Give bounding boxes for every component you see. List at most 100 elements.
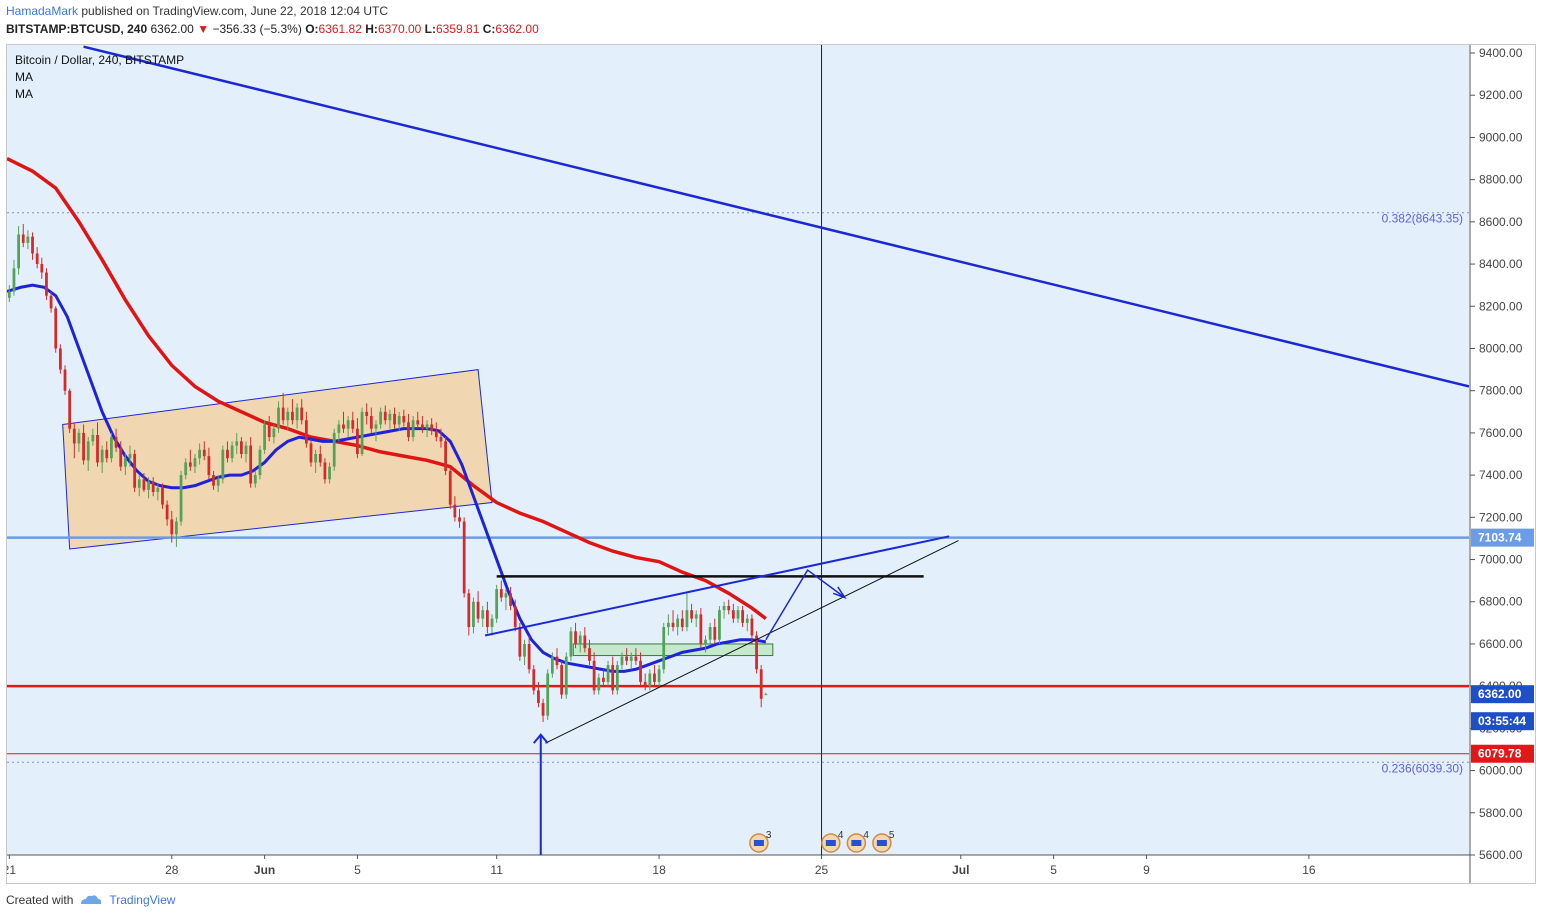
bottom-arrowhead: [533, 733, 549, 744]
candle-body: [119, 447, 123, 467]
candle-body: [657, 669, 661, 682]
candle-body: [666, 622, 670, 628]
candle-body: [555, 656, 559, 666]
candle-body: [235, 441, 239, 446]
candle-body: [212, 475, 215, 486]
price-tick-label: 8600.00: [1479, 215, 1523, 229]
candle-body: [676, 618, 680, 628]
time-tick-label: 11: [490, 863, 503, 877]
price-tick-label: 6800.00: [1479, 595, 1523, 609]
candle-body: [263, 424, 266, 450]
price-mark-box: [1471, 744, 1534, 763]
author-link[interactable]: HamadaMark: [6, 4, 79, 18]
candle-body: [161, 487, 164, 505]
candle-body: [537, 690, 540, 704]
candle-body: [499, 589, 503, 598]
candle-body: [481, 610, 485, 619]
open-label: O:: [305, 22, 319, 36]
time-tick-label: 16: [1302, 863, 1316, 877]
candle-body: [45, 272, 48, 296]
event-flag-stripe: [876, 840, 887, 846]
symbol-label: BITSTAMP:BTCUSD, 240: [6, 22, 148, 36]
chart-frame[interactable]: 5600.005800.006000.006200.006400.006600.…: [6, 44, 1536, 884]
candle-body: [472, 601, 475, 628]
candle-body: [128, 454, 132, 459]
candle-body: [40, 264, 44, 273]
candle-body: [21, 234, 25, 243]
candle-body: [332, 432, 336, 467]
candle-body: [374, 424, 378, 429]
candle-body: [328, 466, 331, 480]
candle-body: [453, 504, 457, 518]
candle-body: [476, 601, 480, 619]
tradingview-brand-link[interactable]: TradingView: [109, 893, 176, 907]
candle-body: [421, 424, 424, 429]
candle-body: [295, 407, 299, 421]
candle-body: [671, 622, 675, 628]
price-tick-label: 9000.00: [1479, 130, 1523, 144]
wedge-upper-line: [484, 535, 950, 637]
time-tick-label: 25: [815, 863, 829, 877]
price-chart[interactable]: 5600.005800.006000.006200.006400.006600.…: [7, 45, 1535, 883]
candle-body: [393, 413, 396, 425]
price-tick-label: 8000.00: [1479, 341, 1523, 355]
candle-body: [532, 669, 536, 691]
candle-body: [31, 236, 34, 254]
candle-body: [253, 475, 257, 484]
candle-body: [277, 407, 280, 429]
price-mark-label: 6079.78: [1478, 747, 1522, 761]
candle-body: [462, 521, 466, 594]
projection-arrowhead: [832, 586, 847, 599]
candle-body: [300, 407, 304, 421]
event-count: 4: [863, 830, 869, 841]
footer: Created with TradingView: [6, 893, 175, 907]
price-axis-panel: [1470, 45, 1535, 883]
candle-body: [550, 656, 554, 674]
price-mark-label: 7103.74: [1478, 531, 1522, 545]
candle-body: [690, 610, 693, 619]
candle-body: [318, 454, 322, 463]
candle-body: [123, 458, 127, 467]
candle-body: [560, 665, 564, 695]
candle-body: [574, 631, 577, 644]
event-count: 4: [838, 830, 844, 841]
wedge-lower-line: [545, 540, 959, 744]
candle-body: [337, 424, 341, 433]
candle-body: [741, 610, 745, 623]
legend-title: Bitcoin / Dollar, 240, BITSTAMP: [15, 53, 185, 67]
price-tick-label: 7200.00: [1479, 510, 1523, 524]
candle-body: [26, 236, 30, 243]
candle-body: [444, 441, 447, 471]
candle-body: [731, 610, 735, 619]
candle-body: [634, 656, 638, 661]
candle-body: [583, 635, 587, 649]
price-tick-label: 7800.00: [1479, 384, 1523, 398]
candle-body: [100, 449, 104, 463]
candle-body: [342, 424, 345, 429]
price-tick-label: 8400.00: [1479, 257, 1523, 271]
candle-body: [653, 673, 656, 682]
candle-body: [625, 656, 629, 661]
candle-body: [91, 435, 95, 442]
candle-body: [114, 437, 118, 448]
candle-body: [629, 656, 633, 661]
candle-body: [704, 639, 707, 644]
candle-body: [708, 627, 712, 640]
support-zone: [572, 643, 774, 657]
candle-body: [569, 631, 573, 657]
candle-body: [639, 660, 642, 682]
candle-body: [523, 643, 526, 657]
price-tick-label: 5800.00: [1479, 806, 1523, 820]
candle-body: [156, 487, 160, 492]
candle-body: [35, 253, 39, 265]
candle-body: [722, 605, 726, 611]
candle-body: [7, 291, 11, 298]
candle-body: [680, 618, 684, 628]
candle-body: [736, 610, 740, 619]
candle-body: [193, 458, 197, 467]
legend-ma-slow: MA: [15, 87, 33, 101]
price-mark-box: [1471, 685, 1534, 704]
price-tick-label: 9400.00: [1479, 46, 1523, 60]
candle-body: [509, 593, 512, 606]
candle-body: [694, 614, 698, 619]
